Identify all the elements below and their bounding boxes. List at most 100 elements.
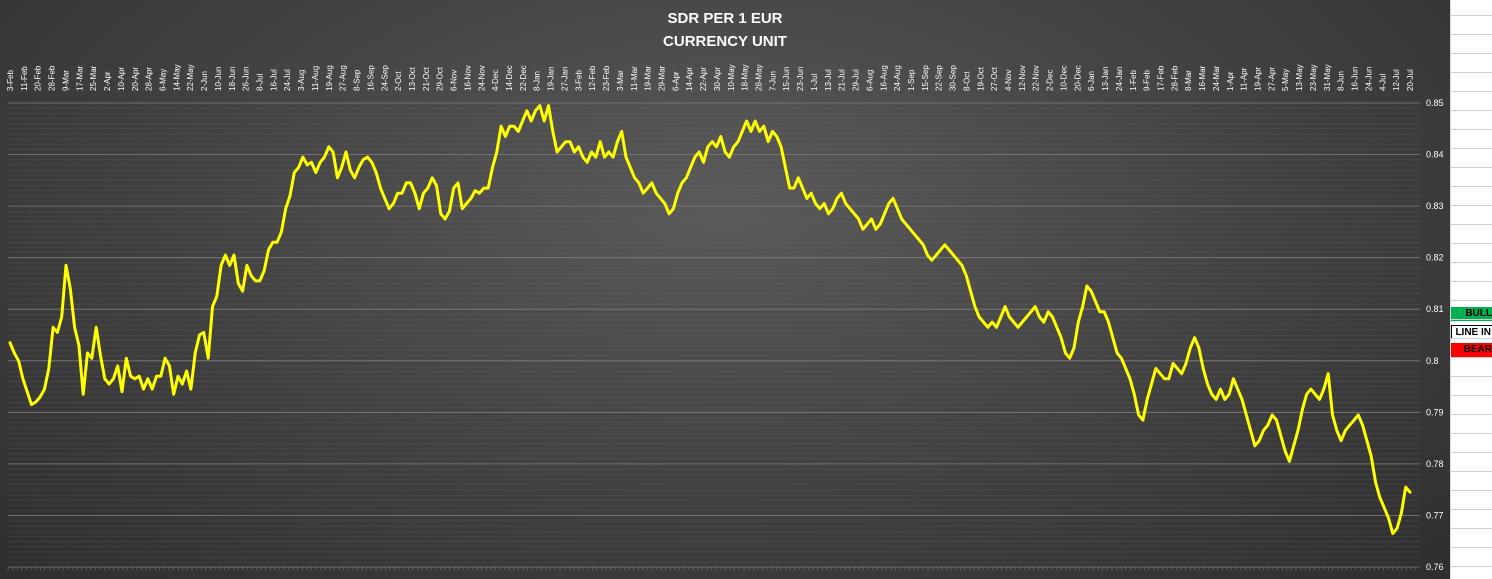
y-tick-label: 0.77 — [1426, 510, 1444, 520]
x-tick-label: 23-Feb — [602, 65, 611, 91]
x-tick-label: 16-Mar — [1198, 65, 1207, 91]
panel-rule — [1451, 319, 1492, 320]
x-tick-label: 16-Nov — [463, 65, 472, 91]
y-tick-label: 0.85 — [1426, 98, 1444, 108]
x-tick-label: 17-Feb — [1157, 65, 1166, 91]
x-tick-label: 24-Aug — [893, 65, 902, 91]
panel-rule — [1451, 509, 1492, 510]
panel-rule — [1451, 376, 1492, 377]
x-tick-label: 4-Jul — [1378, 73, 1387, 91]
chart-title: SDR PER 1 EUR — [667, 10, 783, 27]
x-tick-label: 3-Feb — [6, 70, 15, 91]
panel-rule — [1451, 15, 1492, 16]
x-tick-label: 18-Jun — [228, 67, 237, 91]
y-tick-label: 0.78 — [1426, 459, 1444, 469]
x-tick-label: 16-Jul — [269, 69, 278, 91]
x-tick-label: 24-Nov — [477, 65, 486, 91]
x-tick-label: 9-Feb — [1143, 70, 1152, 91]
x-tick-label: 10-May — [727, 64, 736, 91]
x-tick-label: 15-Jun — [782, 67, 791, 91]
x-tick-label: 30-Apr — [713, 67, 722, 91]
x-tick-label: 19-Apr — [1254, 67, 1263, 91]
x-tick-label: 20-Feb — [34, 65, 43, 91]
x-tick-label: 29-Mar — [658, 65, 667, 91]
x-tick-label: 15-Sep — [921, 65, 930, 91]
x-tick-label: 6-Apr — [671, 71, 680, 91]
x-tick-label: 13-Jul — [824, 69, 833, 91]
panel-rule — [1451, 300, 1492, 301]
panel-rule — [1451, 148, 1492, 149]
panel-rule — [1451, 34, 1492, 35]
x-tick-label: 14-Apr — [685, 67, 694, 91]
y-tick-label: 0.76 — [1426, 562, 1444, 572]
x-tick-label: 8-Jul — [256, 73, 265, 91]
x-tick-label: 27-Aug — [339, 65, 348, 91]
panel-rule — [1451, 547, 1492, 548]
panel-rule — [1451, 243, 1492, 244]
x-tick-label: 4-Dec — [491, 70, 500, 91]
x-tick-label: 11-Aug — [311, 66, 320, 91]
panel-rule — [1451, 186, 1492, 187]
y-tick-label: 0.83 — [1426, 201, 1444, 211]
x-tick-label: 19-Mar — [644, 65, 653, 91]
panel-rule — [1451, 357, 1492, 358]
line-chart: 0.85 0.84 0.83 0.82 0.81 0.8 0.79 0.78 0.77 0.76 3… — [6, 64, 1444, 572]
x-tick-label: 14-May — [172, 64, 181, 91]
x-tick-label: 3-Mar — [616, 70, 625, 91]
panel-rule — [1451, 110, 1492, 111]
x-tick-label: 16-Aug — [879, 65, 888, 91]
x-tick-label: 13-Oct — [408, 66, 417, 91]
y-tick-label: 0.84 — [1426, 150, 1444, 160]
y-tick-label: 0.81 — [1426, 304, 1444, 314]
panel-rule — [1451, 205, 1492, 206]
x-tick-label: 8-Oct — [962, 71, 971, 91]
x-tick-label: 12-Jul — [1392, 69, 1401, 91]
x-tick-label: 21-Jul — [838, 69, 847, 91]
x-tick-label: 6-Nov — [450, 70, 459, 91]
panel-rule — [1451, 167, 1492, 168]
x-tick-label: 22-May — [186, 64, 195, 91]
x-tick-label: 17-Mar — [75, 65, 84, 91]
x-tick-label: 10-Apr — [117, 67, 126, 91]
panel-rule — [1451, 452, 1492, 453]
x-tick-label: 2-Dec — [1046, 70, 1055, 91]
panel-rule — [1451, 414, 1492, 415]
legend-panel: BULL LINE IN BEAR — [1450, 0, 1492, 579]
x-tick-label: 20-Jul — [1406, 69, 1415, 91]
x-tick-label: 8-Mar — [1184, 70, 1193, 91]
panel-rule — [1451, 262, 1492, 263]
x-tick-label: 9-Mar — [61, 70, 70, 91]
x-tick-label: 21-Oct — [422, 66, 431, 91]
panel-rule — [1451, 91, 1492, 92]
x-tick-label: 11-Mar — [630, 66, 639, 91]
panel-rule — [1451, 338, 1492, 339]
x-tick-label: 6-Aug — [865, 70, 874, 91]
y-tick-label: 0.79 — [1426, 407, 1444, 417]
x-tick-label: 14-Dec — [505, 65, 514, 91]
legend-bull: BULL — [1451, 307, 1492, 321]
panel-rule — [1451, 490, 1492, 491]
x-tick-label: 25-Mar — [89, 65, 98, 91]
legend-bear: BEAR — [1451, 343, 1492, 357]
x-tick-label: 2-Jun — [200, 71, 209, 91]
x-tick-label: 7-Jun — [768, 71, 777, 91]
panel-rule — [1451, 281, 1492, 282]
y-tick-label: 0.82 — [1426, 253, 1444, 263]
x-tick-label: 24-Mar — [1212, 65, 1221, 91]
series-line — [8, 104, 1412, 535]
legend-line-in: LINE IN — [1451, 325, 1492, 339]
x-tick-label: 28-Feb — [48, 65, 57, 91]
y-tick-label: 0.8 — [1426, 356, 1439, 366]
x-tick-label: 23-May — [1309, 64, 1318, 91]
x-tick-label: 10-Jun — [214, 67, 223, 91]
x-tick-label: 24-Jan — [1115, 67, 1124, 91]
x-tick-label: 2-Oct — [394, 71, 403, 91]
x-tick-label: 30-Sep — [949, 65, 958, 91]
x-tick-label: 16-Sep — [366, 65, 375, 91]
x-tick-label: 13-May — [1295, 64, 1304, 91]
x-tick-label: 19-Jan — [547, 67, 556, 91]
panel-rule — [1451, 471, 1492, 472]
x-tick-label: 24-Sep — [380, 65, 389, 91]
x-tick-label: 16-Jun — [1351, 67, 1360, 91]
x-tick-label: 20-Apr — [131, 67, 140, 91]
